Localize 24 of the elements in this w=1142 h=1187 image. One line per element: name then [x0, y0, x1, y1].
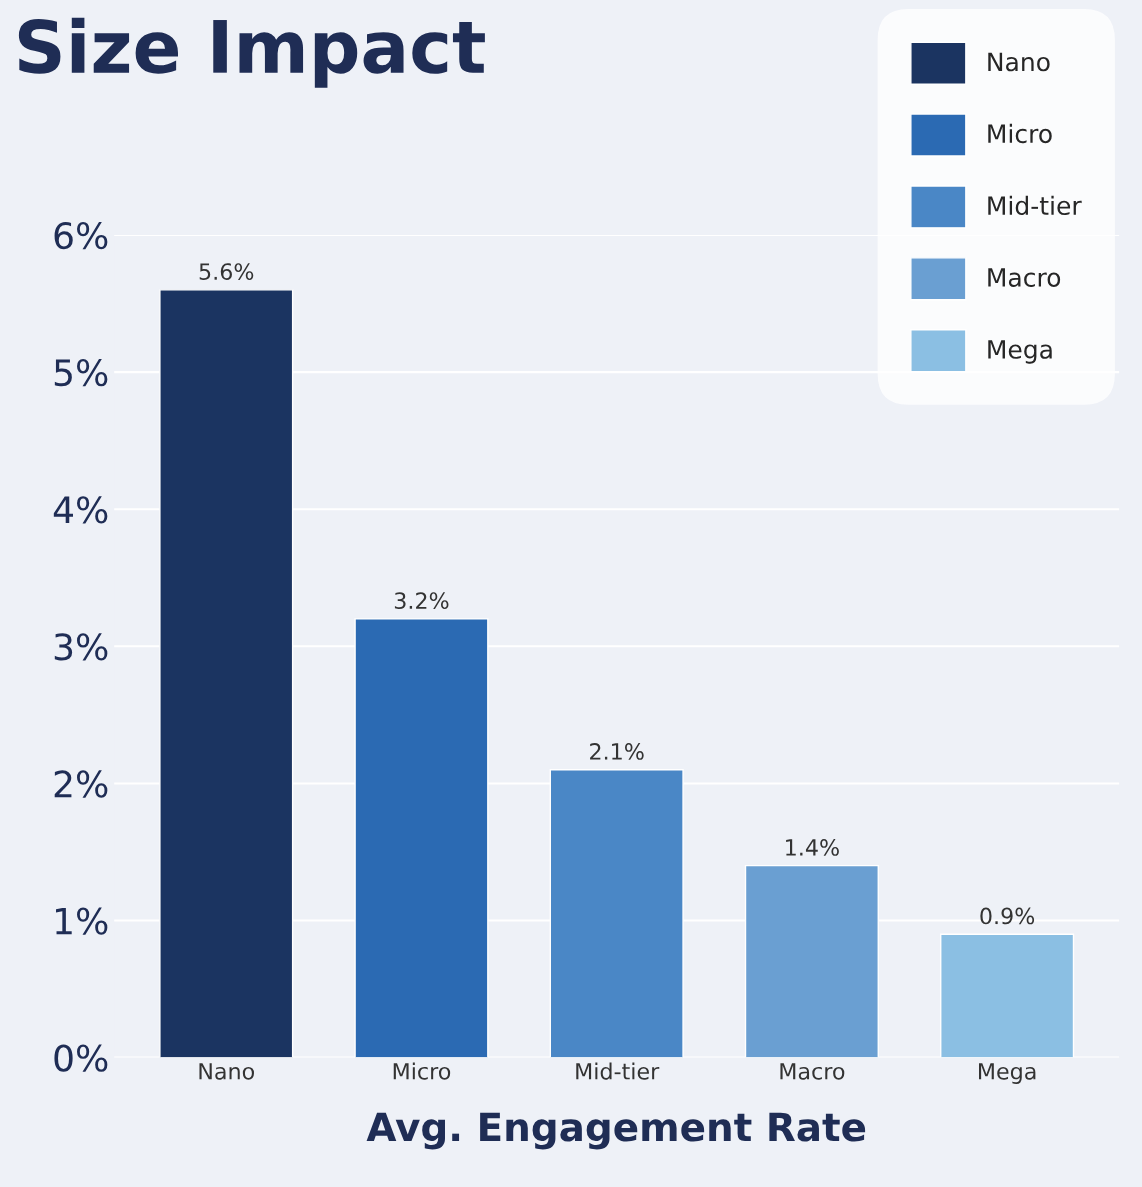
x-tick-label: Mega [979, 1063, 1036, 1084]
x-tick-label: Nano [199, 1063, 254, 1080]
y-tick-label: 0% [54, 1044, 108, 1072]
x-tick-label: Macro [780, 1063, 845, 1080]
y-tick-label: 6% [54, 221, 108, 250]
legend-label: Mega [988, 340, 1052, 364]
legend-label: Mid-tier [988, 195, 1082, 216]
data-label: 0.9% [980, 907, 1035, 925]
data-label: 1.4% [786, 839, 839, 856]
legend-label: Nano [988, 52, 1050, 72]
chart-title: Size Impact [18, 17, 485, 88]
data-label: 3.2% [394, 592, 449, 610]
x-axis-title: Avg. Engagement Rate [366, 1112, 866, 1150]
y-tick-label: 5% [54, 359, 108, 387]
legend-label: Micro [988, 123, 1052, 144]
x-tick-label: Micro [393, 1062, 451, 1080]
y-tick-label: 1% [56, 907, 108, 935]
y-tick-label: 4% [53, 496, 108, 524]
x-tick-label: Mid-tier [576, 1062, 660, 1080]
y-tick-label: 3% [54, 633, 108, 661]
legend-label: Macro [988, 268, 1061, 287]
data-label: 5.6% [199, 263, 254, 280]
y-tick-label: 2% [54, 770, 108, 798]
data-label: 2.1% [590, 743, 644, 760]
